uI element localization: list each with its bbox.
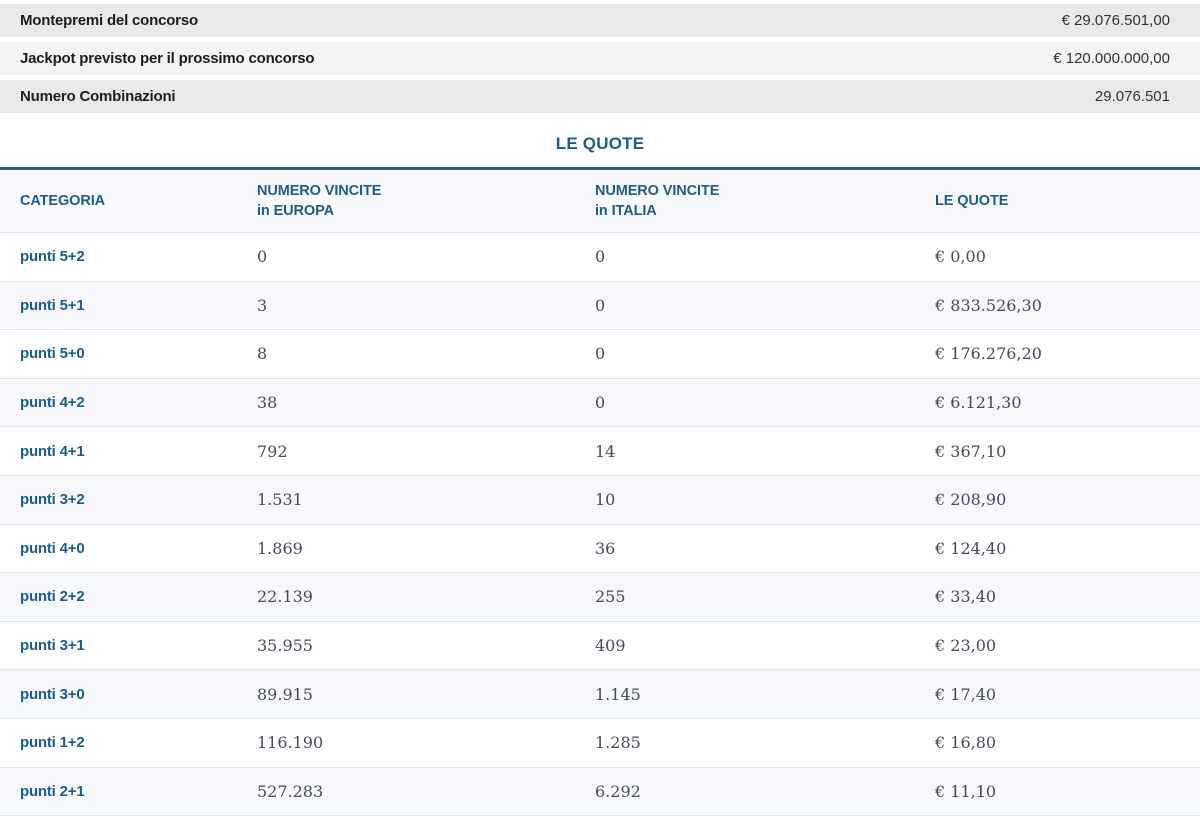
quote-cell: € 367,10	[935, 441, 1007, 461]
category-cell: punti 1+2	[20, 734, 85, 752]
section-title-le-quote: LE QUOTE	[555, 134, 645, 153]
table-row: punti 3+1 35.955 409 € 23,00	[0, 621, 1200, 671]
title-divider	[0, 167, 1200, 170]
header-le-quote: LE QUOTE	[935, 193, 1009, 209]
quote-table: CATEGORIA NUMERO VINCITE in EUROPA NUMER…	[0, 170, 1200, 817]
category-cell: punti 4+1	[20, 442, 85, 460]
italy-wins-cell: 0	[595, 344, 606, 364]
table-row: punti 5+0 8 0 € 176.276,20	[0, 330, 1200, 379]
summary-row-montepremi: Montepremi del concorso € 29.076.501,00	[0, 4, 1200, 37]
italy-wins-cell: 1.145	[595, 684, 641, 704]
category-cell: punti 4+2	[20, 394, 85, 412]
italy-wins-cell: 10	[595, 490, 616, 510]
header-categoria: CATEGORIA	[20, 193, 106, 209]
quote-cell: € 833.526,30	[935, 295, 1042, 315]
quote-cell: € 17,40	[935, 684, 997, 704]
summary-row-jackpot: Jackpot previsto per il prossimo concors…	[0, 42, 1200, 75]
quote-cell: € 11,10	[935, 781, 997, 801]
table-row: punti 2+2 22.139 255 € 33,40	[0, 573, 1200, 622]
europe-wins-cell: 527.283	[257, 781, 324, 801]
europe-wins-cell: 89.915	[257, 684, 313, 704]
category-cell: punti 5+0	[20, 345, 85, 363]
quote-cell: € 208,90	[935, 490, 1007, 510]
italy-wins-cell: 255	[595, 587, 626, 607]
italy-wins-cell: 0	[595, 295, 606, 315]
quote-table-header: CATEGORIA NUMERO VINCITE in EUROPA NUMER…	[0, 170, 1200, 233]
europe-wins-cell: 1.531	[257, 490, 303, 510]
quote-cell: € 23,00	[935, 636, 997, 656]
montepremi-value: € 29.076.501,00	[1061, 12, 1170, 29]
europe-wins-cell: 0	[257, 247, 268, 267]
category-cell: punti 3+1	[20, 637, 85, 655]
category-cell: punti 5+2	[20, 248, 85, 266]
quote-cell: € 16,80	[935, 733, 997, 753]
header-vincite-europa: NUMERO VINCITE in EUROPA	[257, 183, 382, 219]
category-cell: punti 3+0	[20, 685, 85, 703]
header-vincite-italia: NUMERO VINCITE in ITALIA	[595, 183, 720, 219]
combinazioni-value: 29.076.501	[1094, 88, 1170, 105]
italy-wins-cell: 409	[595, 636, 626, 656]
italy-wins-cell: 0	[595, 393, 606, 413]
table-row: punti 5+1 3 0 € 833.526,30	[0, 281, 1200, 331]
table-row: punti 4+2 38 0 € 6.121,30	[0, 378, 1200, 428]
table-row: punti 3+0 89.915 1.145 € 17,40	[0, 670, 1200, 719]
europe-wins-cell: 8	[257, 344, 268, 364]
quote-cell: € 124,40	[935, 538, 1007, 558]
montepremi-label: Montepremi del concorso	[20, 12, 198, 29]
europe-wins-cell: 792	[257, 441, 288, 461]
quote-table-body: punti 5+2 0 0 € 0,00 punti 5+1 3 0 € 833…	[0, 233, 1200, 817]
table-row: punti 4+1 792 14 € 367,10	[0, 427, 1200, 476]
prize-summary: Montepremi del concorso € 29.076.501,00 …	[0, 0, 1200, 113]
italy-wins-cell: 1.285	[595, 733, 641, 753]
europe-wins-cell: 38	[257, 393, 278, 413]
table-row: punti 5+2 0 0 € 0,00	[0, 233, 1200, 282]
europe-wins-cell: 3	[257, 295, 268, 315]
combinazioni-label: Numero Combinazioni	[20, 88, 176, 105]
italy-wins-cell: 6.292	[595, 781, 641, 801]
quote-cell: € 33,40	[935, 587, 997, 607]
italy-wins-cell: 14	[595, 441, 616, 461]
category-cell: punti 5+1	[20, 296, 85, 314]
jackpot-label: Jackpot previsto per il prossimo concors…	[20, 50, 315, 67]
italy-wins-cell: 0	[595, 247, 606, 267]
category-cell: punti 2+1	[20, 782, 85, 800]
category-cell: punti 4+0	[20, 539, 85, 557]
europe-wins-cell: 35.955	[257, 636, 313, 656]
summary-row-combinazioni: Numero Combinazioni 29.076.501	[0, 80, 1200, 113]
category-cell: punti 3+2	[20, 491, 85, 509]
italy-wins-cell: 36	[595, 538, 616, 558]
quote-cell: € 0,00	[935, 247, 986, 267]
quote-cell: € 176.276,20	[935, 344, 1042, 364]
table-row: punti 1+2 116.190 1.285 € 16,80	[0, 718, 1200, 768]
europe-wins-cell: 1.869	[257, 538, 303, 558]
europe-wins-cell: 116.190	[257, 733, 324, 753]
table-row: punti 2+1 527.283 6.292 € 11,10	[0, 767, 1200, 817]
table-row: punti 4+0 1.869 36 € 124,40	[0, 524, 1200, 574]
jackpot-value: € 120.000.000,00	[1053, 50, 1170, 67]
europe-wins-cell: 22.139	[257, 587, 313, 607]
table-row: punti 3+2 1.531 10 € 208,90	[0, 475, 1200, 525]
quote-cell: € 6.121,30	[935, 393, 1022, 413]
category-cell: punti 2+2	[20, 588, 85, 606]
